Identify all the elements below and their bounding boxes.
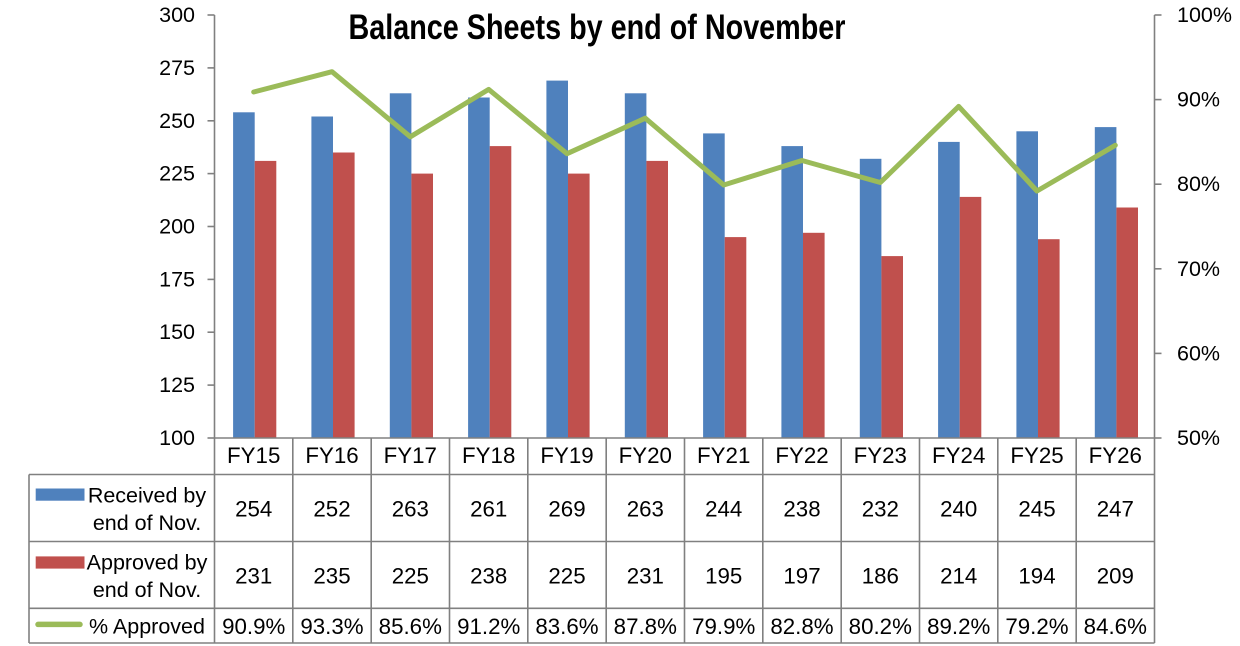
svg-text:263: 263 (392, 497, 429, 522)
svg-text:150: 150 (159, 320, 195, 344)
svg-text:82.8%: 82.8% (770, 614, 833, 639)
svg-text:FY16: FY16 (305, 443, 358, 468)
svg-text:90%: 90% (1177, 88, 1220, 112)
svg-text:194: 194 (1018, 564, 1055, 589)
svg-text:231: 231 (235, 564, 272, 589)
svg-text:79.2%: 79.2% (1005, 614, 1068, 639)
svg-text:84.6%: 84.6% (1084, 614, 1147, 639)
svg-text:80.2%: 80.2% (849, 614, 912, 639)
svg-text:261: 261 (470, 497, 507, 522)
svg-text:100: 100 (159, 426, 195, 450)
svg-text:250: 250 (159, 109, 195, 133)
svg-text:FY26: FY26 (1089, 443, 1142, 468)
svg-text:FY25: FY25 (1010, 443, 1063, 468)
svg-text:FY17: FY17 (384, 443, 437, 468)
svg-text:269: 269 (548, 497, 585, 522)
svg-text:275: 275 (159, 56, 195, 80)
svg-text:252: 252 (313, 497, 350, 522)
svg-text:231: 231 (627, 564, 664, 589)
svg-text:80%: 80% (1177, 172, 1220, 196)
svg-text:89.2%: 89.2% (927, 614, 990, 639)
svg-text:FY23: FY23 (854, 443, 907, 468)
svg-text:244: 244 (705, 497, 742, 522)
svg-text:50%: 50% (1177, 426, 1220, 450)
svg-text:end of Nov.: end of Nov. (93, 578, 201, 602)
svg-text:FY18: FY18 (462, 443, 515, 468)
svg-text:225: 225 (548, 564, 585, 589)
svg-text:245: 245 (1018, 497, 1055, 522)
svg-text:90.9%: 90.9% (222, 614, 285, 639)
svg-text:85.6%: 85.6% (379, 614, 442, 639)
svg-text:93.3%: 93.3% (300, 614, 363, 639)
svg-text:70%: 70% (1177, 257, 1220, 281)
svg-text:100%: 100% (1177, 3, 1232, 27)
svg-text:FY20: FY20 (619, 443, 672, 468)
svg-text:Balance Sheets by end of Novem: Balance Sheets by end of November (349, 8, 846, 47)
svg-text:83.6%: 83.6% (535, 614, 598, 639)
svg-text:238: 238 (783, 497, 820, 522)
svg-text:247: 247 (1097, 497, 1134, 522)
svg-text:214: 214 (940, 564, 977, 589)
svg-text:FY19: FY19 (540, 443, 593, 468)
svg-text:Approved by: Approved by (87, 551, 208, 575)
svg-text:197: 197 (783, 564, 820, 589)
svg-text:209: 209 (1097, 564, 1134, 589)
svg-text:254: 254 (235, 497, 272, 522)
svg-text:232: 232 (862, 497, 899, 522)
svg-text:186: 186 (862, 564, 899, 589)
svg-text:195: 195 (705, 564, 742, 589)
svg-text:300: 300 (159, 3, 195, 27)
svg-text:91.2%: 91.2% (457, 614, 520, 639)
svg-text:FY22: FY22 (775, 443, 828, 468)
svg-text:225: 225 (392, 564, 429, 589)
svg-text:end of Nov.: end of Nov. (93, 511, 201, 535)
svg-text:263: 263 (627, 497, 664, 522)
svg-text:79.9%: 79.9% (692, 614, 755, 639)
svg-text:200: 200 (159, 215, 195, 239)
svg-text:87.8%: 87.8% (614, 614, 677, 639)
svg-text:Received by: Received by (88, 484, 207, 508)
svg-text:175: 175 (159, 267, 195, 291)
svg-text:FY24: FY24 (932, 443, 985, 468)
svg-text:240: 240 (940, 497, 977, 522)
svg-text:225: 225 (159, 162, 195, 186)
svg-text:% Approved: % Approved (89, 615, 205, 639)
svg-text:FY21: FY21 (697, 443, 750, 468)
svg-text:125: 125 (159, 373, 195, 397)
svg-text:FY15: FY15 (227, 443, 280, 468)
svg-text:235: 235 (313, 564, 350, 589)
svg-text:60%: 60% (1177, 341, 1220, 365)
svg-text:238: 238 (470, 564, 507, 589)
